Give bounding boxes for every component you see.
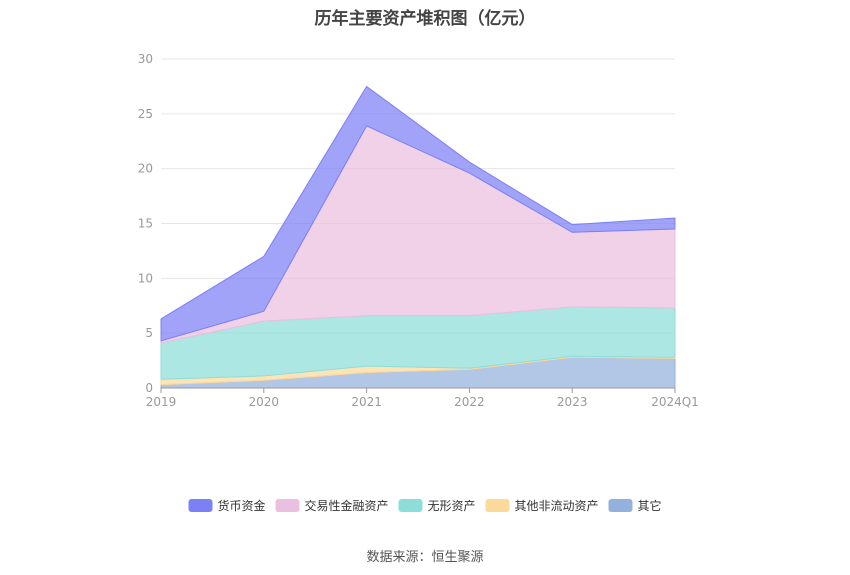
y-tick-label: 25 (138, 107, 153, 121)
data-source: 数据来源：恒生聚源 (366, 550, 484, 565)
chart-title: 历年主要资产堆积图（亿元） (314, 9, 536, 29)
legend-label: 其它 (638, 498, 662, 513)
legend-swatch (398, 499, 423, 512)
legend-label: 无形资产 (428, 499, 476, 513)
x-tick-label: 2024Q1 (651, 395, 699, 409)
legend-swatch (275, 499, 300, 512)
y-tick-label: 0 (145, 381, 153, 395)
area-series (160, 85, 676, 389)
x-tick-label: 2019 (146, 395, 177, 409)
legend: 货币资金 交易性金融资产 无形资产 其他非流动资产 其它 (188, 498, 662, 513)
legend-label: 其他非流动资产 (515, 499, 599, 513)
legend-swatch (485, 499, 510, 512)
legend-item-其它[interactable]: 其它 (608, 498, 662, 513)
legend-swatch (608, 499, 633, 512)
legend-label: 交易性金融资产 (305, 498, 389, 513)
y-tick-label: 15 (138, 217, 153, 231)
y-tick-label: 30 (138, 52, 153, 66)
y-tick-label: 20 (138, 162, 153, 176)
x-tick-label: 2021 (351, 395, 382, 409)
y-tick-label: 5 (145, 326, 153, 340)
legend-item-货币资金[interactable]: 货币资金 (188, 498, 266, 513)
legend-item-其他非流动资产[interactable]: 其他非流动资产 (485, 499, 599, 513)
legend-label: 货币资金 (218, 498, 266, 513)
x-tick-label: 2023 (557, 395, 588, 409)
x-tick-label: 2022 (454, 395, 485, 409)
legend-item-无形资产[interactable]: 无形资产 (398, 499, 476, 513)
area-货币资金 (160, 85, 676, 342)
legend-item-交易性金融资产[interactable]: 交易性金融资产 (275, 498, 389, 513)
x-tick-label: 2020 (249, 395, 280, 409)
y-tick-label: 10 (138, 271, 153, 285)
axes: 0 5 10 15 20 25 30 2019 2020 2021 2022 2023 2024Q1 (138, 52, 699, 409)
legend-swatch (188, 499, 213, 512)
